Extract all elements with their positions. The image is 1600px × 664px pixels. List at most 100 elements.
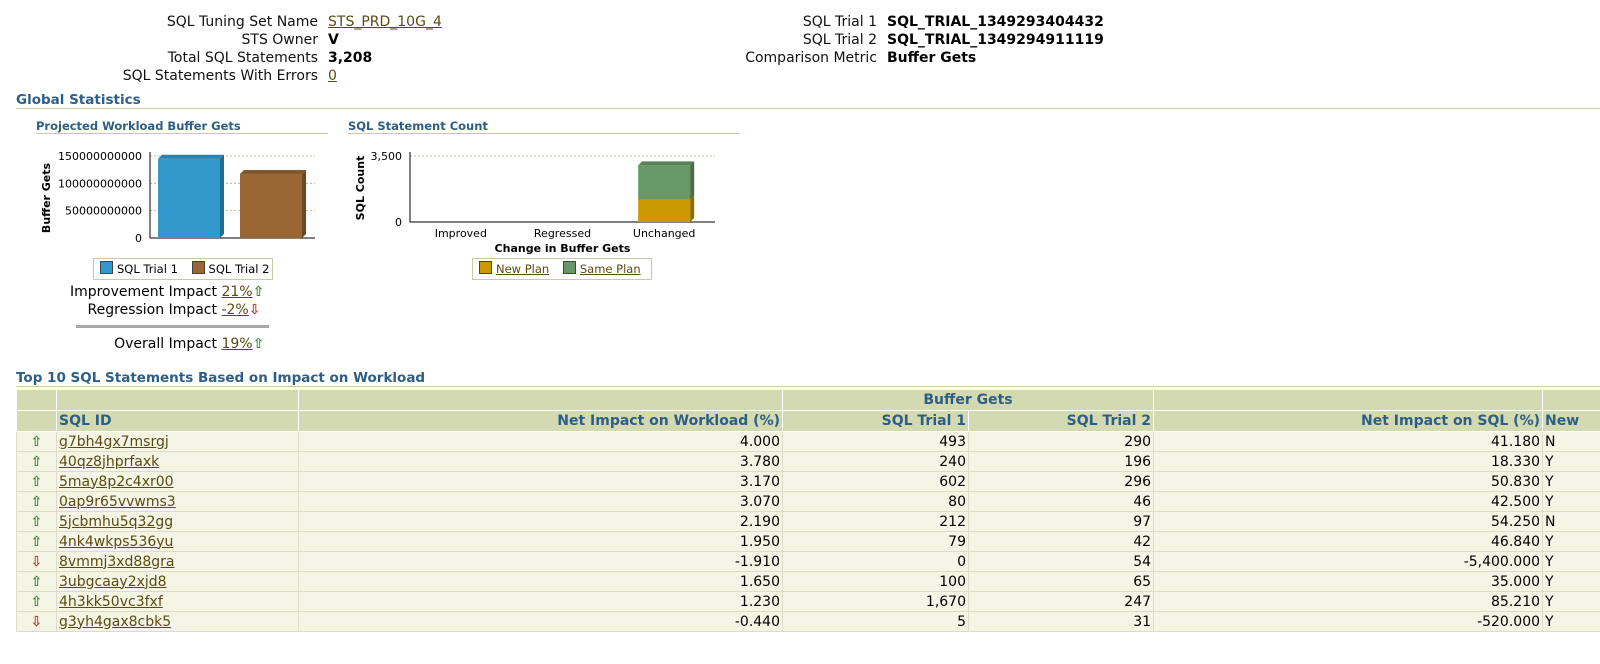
x-axis-label: Change in Buffer Gets (495, 242, 631, 255)
sql-id-cell: g3yh4gax8cbk5 (56, 611, 299, 632)
legend-swatch-same-plan (562, 261, 576, 274)
new-plan-cell: Y (1542, 611, 1600, 632)
sql-trial-1-cell: 79 (782, 531, 969, 552)
sql-id-link[interactable]: 5may8p2c4xr00 (59, 473, 174, 490)
net-impact-workload-cell: 1.650 (739, 573, 780, 590)
header-buffer-gets: Buffer Gets (781, 389, 1155, 411)
new-plan-cell: Y (1542, 571, 1600, 592)
chart2-title: SQL Statement Count (348, 119, 488, 133)
net-impact-sql-cell: 41.180 (1153, 431, 1544, 452)
net-impact-sql-cell: -5,400.000 (1463, 553, 1541, 570)
sql-id-link[interactable]: 40qz8jhprfaxk (59, 453, 160, 470)
summary-row: Comparison Metric Buffer Gets (600, 49, 1104, 67)
header-blank (1542, 389, 1600, 411)
sql-id-link[interactable]: g3yh4gax8cbk5 (59, 613, 172, 630)
new-plan-cell: Y (1545, 533, 1554, 550)
table-row: ⇩ g3yh4gax8cbk5 -0.440 5 31 -520.000 Y (16, 611, 1600, 632)
net-impact-sql-cell: 54.250 (1491, 513, 1541, 530)
sql-trial-2-cell: 46 (967, 491, 1155, 512)
errors-link[interactable]: 0 (328, 68, 337, 84)
top10-title: Top 10 SQL Statements Based on Impact on… (16, 370, 426, 386)
net-impact-sql-cell: -5,400.000 (1153, 551, 1544, 572)
legend-link-new-plan[interactable]: New Plan (496, 262, 550, 276)
sql-trial-1-cell: 5 (782, 611, 969, 632)
sql-trial-2-cell: 290 (967, 431, 1155, 452)
trial1-value: SQL_TRIAL_1349293404432 (887, 14, 1104, 30)
net-impact-sql-cell: 35.000 (1491, 573, 1541, 590)
sql-id-cell: g7bh4gx7msrgj (56, 431, 299, 452)
net-impact-workload-cell: 3.780 (298, 451, 783, 472)
overall-impact-link[interactable]: 19% (221, 336, 253, 352)
bar-sql-trial-2-top (240, 170, 306, 175)
metric-label: Comparison Metric (745, 50, 877, 66)
new-plan-cell: Y (1542, 471, 1600, 492)
new-plan-cell: N (1542, 511, 1600, 532)
new-plan-cell: N (1545, 433, 1556, 450)
header-net-impact-workload[interactable]: Net Impact on Workload (%) (298, 410, 783, 432)
total-sql-value: 3,208 (328, 50, 373, 66)
header-sql-id[interactable]: SQL ID (56, 410, 299, 432)
arrow-up-icon: ⇧ (252, 336, 265, 352)
table-row: ⇧ 0ap9r65vvwms3 3.070 80 46 42.500 Y (16, 491, 1600, 512)
header-net-impact-sql[interactable]: Net Impact on SQL (%) (1153, 410, 1544, 432)
header-new[interactable]: New (1542, 410, 1600, 432)
errors-label: SQL Statements With Errors (122, 68, 318, 84)
legend-link-same-plan[interactable]: Same Plan (579, 262, 641, 276)
summary-right: SQL Trial 1 SQL_TRIAL_1349293404432 SQL T… (600, 13, 1104, 67)
legend-swatch-trial2 (191, 261, 205, 274)
header-arrow (16, 410, 57, 432)
net-impact-sql-cell: 18.330 (1491, 453, 1541, 470)
net-impact-sql-cell: 41.180 (1491, 433, 1541, 450)
new-plan-cell: Y (1542, 491, 1600, 512)
summary-left: SQL Tuning Set Name STS_​​PRD_10G_4 STS O… (0, 13, 442, 85)
sql-id-link[interactable]: 5jcbmhu5q32gg (59, 513, 174, 530)
y-axis-label: SQL Count (354, 156, 367, 221)
sql-id-link[interactable]: g7bh4gx7msrgj (59, 433, 169, 450)
table-row: ⇧ 5jcbmhu5q32gg 2.190 212 97 54.250 N (16, 511, 1600, 532)
new-plan-cell: Y (1542, 531, 1600, 552)
new-plan-cell: Y (1545, 493, 1554, 510)
header-blank (298, 389, 783, 411)
sql-trial-1-cell: 80 (782, 491, 969, 512)
sql-id-link[interactable]: 4nk4wkps536yu (59, 533, 174, 550)
arrow-up-icon: ⇧ (30, 493, 43, 510)
tuning-set-link[interactable]: STS_​​PRD_10G_4 (328, 14, 442, 30)
net-impact-sql-cell: 54.250 (1153, 511, 1544, 532)
arrow-up-icon: ⇧ (16, 451, 57, 472)
sql-id-link[interactable]: 3ubgcaay2xjd8 (59, 573, 167, 590)
net-impact-workload-cell: -1.910 (734, 553, 780, 570)
sql-trial-1-cell: 80 (948, 493, 966, 510)
sql-id-cell: 40qz8jhprfaxk (56, 451, 299, 472)
chart1-divider (36, 133, 328, 134)
bar-unchanged-new-plan (638, 199, 691, 222)
regression-impact-link[interactable]: -2% (221, 302, 249, 318)
sql-id-cell: 3ubgcaay2xjd8 (56, 571, 299, 592)
bar-unchanged-new-plan-side (690, 195, 695, 222)
new-plan-cell: Y (1545, 473, 1554, 490)
chart2-divider (348, 133, 740, 134)
sql-trial-1-cell: 493 (939, 433, 966, 450)
sql-id-cell: 8vmmj3xd88gra (56, 551, 299, 572)
improvement-impact-link[interactable]: 21% (221, 284, 253, 300)
header-sql-trial-2[interactable]: SQL Trial 2 (967, 410, 1155, 432)
tuning-set-label: SQL Tuning Set Name (166, 14, 318, 30)
sql-id-link[interactable]: 4h3kk50vc3fxf (59, 593, 163, 610)
new-plan-cell: Y (1545, 613, 1554, 630)
table-row: ⇧ 40qz8jhprfaxk 3.780 240 196 18.330 Y (16, 451, 1600, 472)
arrow-up-icon: ⇧ (252, 284, 265, 300)
y-tick-label: 3,500 (371, 150, 403, 163)
arrow-up-icon: ⇧ (16, 511, 57, 532)
new-plan-cell: Y (1545, 573, 1554, 590)
net-impact-sql-cell: 18.330 (1153, 451, 1544, 472)
y-tick-label: 0 (135, 232, 142, 245)
sql-trial-2-cell: 196 (1124, 453, 1152, 470)
buffer-gets-chart: 150000000000 100000000000 50000000000 0 Buff… (40, 150, 315, 245)
sql-trial-1-cell: 212 (782, 511, 969, 532)
arrow-up-icon: ⇧ (16, 431, 57, 452)
arrow-up-icon: ⇧ (30, 453, 43, 470)
bar-sql-trial-2 (240, 174, 302, 238)
sql-id-link[interactable]: 0ap9r65vvwms3 (59, 493, 176, 510)
header-sql-trial-1[interactable]: SQL Trial 1 (782, 410, 969, 432)
sql-id-link[interactable]: 8vmmj3xd88gra (59, 553, 175, 570)
regression-impact: Regression Impact -2%⇩ (17, 302, 261, 318)
